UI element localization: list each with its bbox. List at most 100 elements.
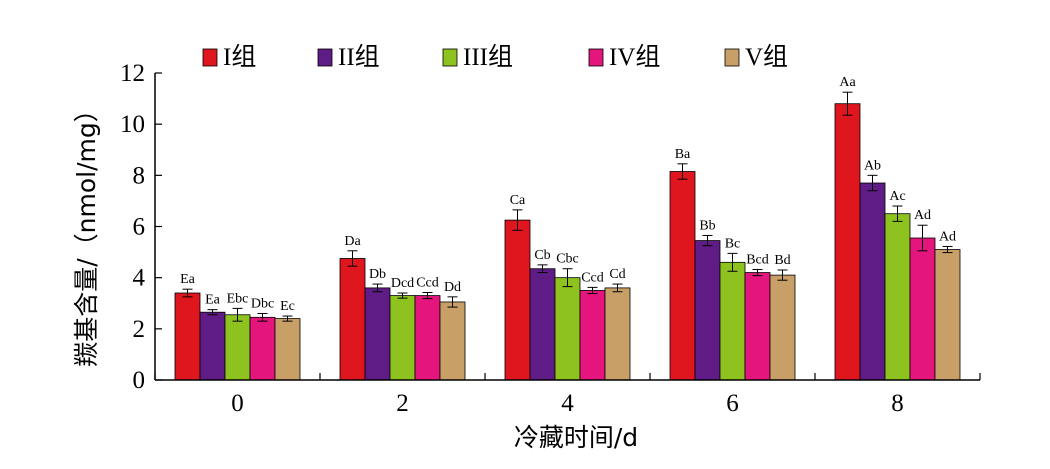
error-bar	[727, 252, 738, 272]
error-bar	[587, 286, 598, 295]
error-bar	[182, 288, 193, 298]
legend-swatch	[724, 48, 740, 67]
bar	[199, 311, 226, 381]
error-bar	[702, 234, 713, 247]
error-bar	[397, 292, 408, 299]
error-bar	[892, 205, 903, 222]
significance-label: Ab	[864, 158, 881, 173]
error-bar	[917, 224, 928, 252]
error-bar	[447, 296, 458, 308]
bar	[339, 258, 366, 381]
bar	[364, 287, 391, 381]
error-bar	[207, 309, 218, 316]
significance-label: Ea	[180, 272, 196, 287]
bar	[669, 171, 696, 381]
y-tick-label: 2	[133, 316, 146, 343]
error-bar	[512, 209, 523, 231]
bar	[439, 301, 466, 381]
significance-label: Dd	[444, 280, 461, 295]
bar	[859, 182, 886, 381]
x-axis-title: 冷藏时间/d	[514, 423, 638, 452]
bar	[224, 314, 251, 381]
legend-swatch	[588, 48, 604, 67]
y-tick-label: 8	[133, 162, 146, 189]
bar	[834, 103, 861, 381]
error-bar	[347, 250, 358, 267]
x-tick-label: 4	[561, 390, 574, 417]
significance-label: Ccd	[581, 270, 604, 285]
significance-label: Db	[369, 267, 386, 282]
bar	[604, 287, 631, 381]
legend: I组 II组 III组 IV组 V组	[202, 43, 788, 71]
bar	[934, 249, 961, 381]
significance-label: Cb	[534, 248, 550, 263]
significance-label: Da	[344, 234, 361, 249]
y-tick-label: 4	[133, 265, 146, 292]
significance-label: Bd	[774, 253, 790, 268]
bar	[884, 213, 911, 381]
error-bar	[752, 268, 763, 277]
y-axis-title: 羰基含量/（nmol/mg）	[72, 97, 101, 367]
legend-label: IV组	[609, 43, 660, 71]
significance-label: Bb	[699, 218, 715, 233]
significance-label: Bc	[725, 236, 741, 251]
legend-label: II组	[338, 43, 380, 71]
error-bar	[562, 268, 573, 288]
significance-label: Cbc	[556, 252, 579, 267]
error-bar	[942, 245, 953, 254]
significance-label: Ebc	[227, 291, 249, 306]
bar	[249, 316, 276, 381]
bar	[719, 261, 746, 381]
y-tick-label: 0	[133, 367, 146, 394]
plot-area: Ea Da Ca Ba Aa Ea Db Cb Bb Ab Ebc Dcd Cbc Bc Ac Dbc Ccd C…	[174, 75, 961, 381]
error-bar	[677, 163, 688, 180]
bar	[389, 295, 416, 381]
significance-label: Ccd	[416, 276, 439, 291]
significance-label: Ba	[675, 147, 691, 162]
legend-label: I组	[223, 43, 256, 71]
significance-label: Ac	[889, 189, 905, 204]
error-bar	[777, 269, 788, 281]
bar	[174, 292, 201, 381]
error-bar	[422, 292, 433, 300]
legend-swatch	[202, 48, 218, 67]
significance-label: Ec	[280, 299, 295, 314]
bar	[769, 274, 796, 381]
significance-label: Bcd	[746, 252, 769, 267]
significance-label: Cd	[609, 267, 625, 282]
axes: 0 2 4 6 8 10 12 0 2 4 6 8	[120, 60, 981, 417]
bar	[694, 240, 721, 381]
bar	[909, 237, 936, 381]
legend-item: V组	[724, 43, 788, 71]
x-tick-label: 2	[396, 390, 409, 417]
significance-label: Ea	[205, 293, 221, 308]
legend-swatch	[442, 48, 458, 67]
error-bar	[232, 307, 243, 322]
bar	[504, 219, 531, 381]
significance-label: Dbc	[251, 296, 274, 311]
y-tick-label: 12	[120, 60, 145, 87]
legend-item: II组	[317, 43, 380, 71]
error-bar	[282, 315, 293, 322]
x-tick-label: 8	[891, 390, 904, 417]
error-bar	[867, 174, 878, 192]
error-bar	[612, 283, 623, 293]
bar	[274, 318, 301, 381]
significance-label: Aa	[839, 75, 856, 90]
bar	[414, 295, 441, 381]
legend-swatch	[317, 48, 333, 67]
legend-item: IV组	[588, 43, 660, 71]
significance-label: Ca	[510, 193, 526, 208]
bar	[554, 277, 581, 381]
y-tick-label: 10	[120, 111, 145, 138]
y-tick-label: 6	[133, 214, 146, 241]
legend-item: III组	[442, 43, 513, 71]
significance-label: Dcd	[391, 276, 414, 291]
error-bar	[537, 264, 548, 274]
bar	[529, 268, 556, 381]
significance-label: Ad	[939, 229, 956, 244]
significance-label: Ad	[914, 208, 931, 223]
legend-label: V组	[745, 43, 788, 71]
legend-item: I组	[202, 43, 256, 71]
